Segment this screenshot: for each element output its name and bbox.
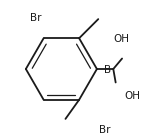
- Text: OH: OH: [113, 34, 129, 44]
- Text: Br: Br: [99, 125, 110, 135]
- Text: OH: OH: [124, 91, 140, 101]
- Text: B: B: [104, 65, 111, 75]
- Text: Br: Br: [30, 13, 41, 23]
